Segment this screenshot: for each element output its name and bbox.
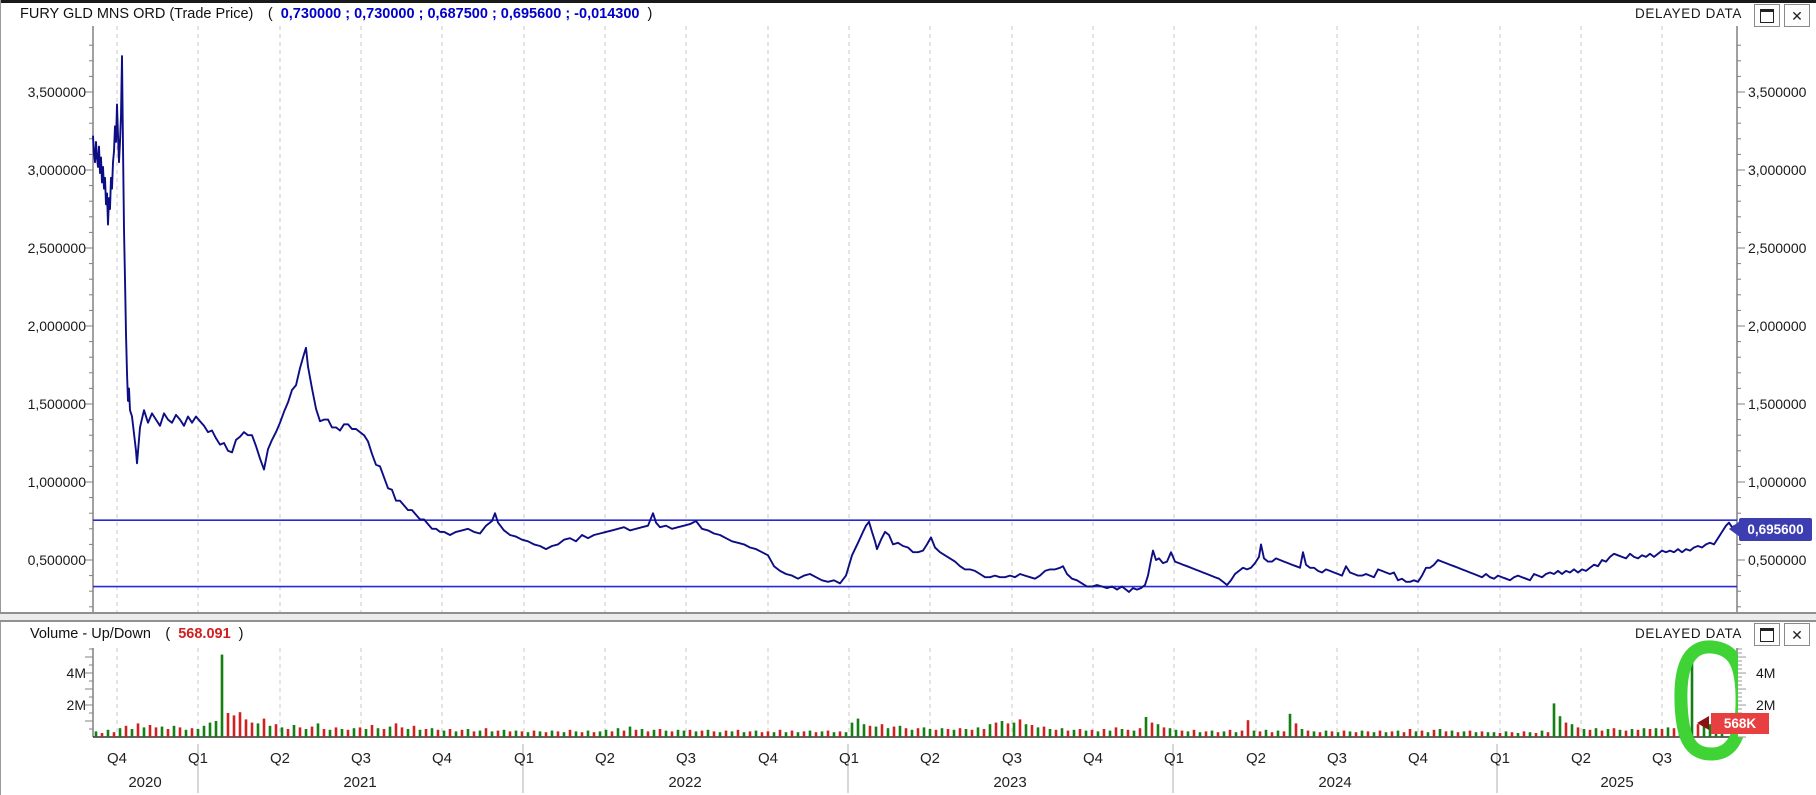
volume-plot-area[interactable]	[93, 648, 1737, 737]
last-volume-marker-arrow	[1697, 716, 1709, 730]
volume-maximize-button[interactable]	[1754, 623, 1780, 646]
price-values-close-paren: )	[647, 6, 653, 22]
price-session-values: 0,730000 ; 0,730000 ; 0,687500 ; 0,69560…	[280, 6, 640, 22]
price-plot-area[interactable]	[93, 26, 1737, 612]
price-maximize-button[interactable]	[1754, 4, 1780, 27]
close-icon: ✕	[1791, 626, 1803, 643]
panel-divider-bottom[interactable]	[0, 620, 1816, 622]
panel-divider-top[interactable]	[0, 612, 1816, 614]
window-left-border	[0, 0, 1, 795]
panel-divider-grip[interactable]	[0, 614, 1816, 620]
volume-value-open-paren: (	[165, 626, 171, 642]
last-price-badge: 0,695600	[1739, 518, 1812, 541]
volume-window-controls: ✕	[1754, 623, 1810, 646]
window-top-border	[0, 0, 1816, 3]
maximize-icon	[1760, 8, 1774, 23]
volume-value-close-paren: )	[238, 626, 244, 642]
volume-session-value: 568.091	[178, 626, 231, 642]
volume-close-button[interactable]: ✕	[1784, 623, 1810, 646]
last-price-marker-arrow	[1729, 521, 1740, 537]
price-panel-title: FURY GLD MNS ORD (Trade Price)	[20, 6, 254, 22]
price-close-button[interactable]: ✕	[1784, 4, 1810, 27]
volume-panel-title: Volume - Up/Down	[30, 626, 151, 642]
price-delayed-data-label: DELAYED DATA	[1635, 6, 1742, 21]
volume-delayed-data-label: DELAYED DATA	[1635, 626, 1742, 641]
price-window-controls: ✕	[1754, 4, 1810, 27]
last-volume-badge: 568K	[1711, 713, 1769, 734]
close-icon: ✕	[1791, 7, 1803, 24]
volume-panel-header: Volume - Up/Down ( 568.091 )	[30, 625, 244, 643]
price-panel-header: FURY GLD MNS ORD (Trade Price) ( 0,73000…	[20, 5, 652, 23]
maximize-icon	[1760, 627, 1774, 642]
price-values-open-paren: (	[267, 6, 273, 22]
